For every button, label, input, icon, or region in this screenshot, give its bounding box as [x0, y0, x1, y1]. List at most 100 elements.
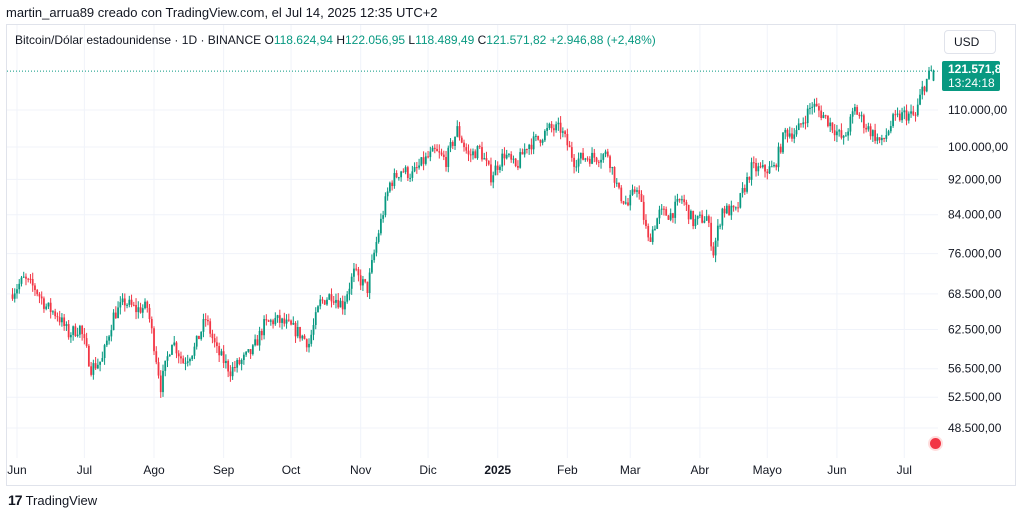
- candle-body: [13, 293, 16, 299]
- candle-body: [501, 153, 504, 167]
- candle-body: [681, 199, 683, 201]
- candle-body: [166, 356, 169, 361]
- candle-body: [141, 308, 144, 313]
- candle-body: [510, 154, 513, 160]
- candle-body: [16, 289, 18, 294]
- candle-body: [294, 322, 297, 337]
- candle-body: [52, 311, 54, 313]
- candle-body: [18, 283, 21, 290]
- candle-body: [692, 210, 695, 227]
- candle-body: [162, 370, 164, 393]
- candle-body: [930, 69, 933, 71]
- candle-body: [312, 325, 315, 335]
- candle-body: [200, 331, 203, 340]
- candle-body: [449, 142, 452, 148]
- candle-body: [844, 135, 847, 137]
- candle-body: [375, 241, 378, 253]
- symbol-name[interactable]: Bitcoin/Dólar estadounidense · 1D · BINA…: [15, 33, 262, 47]
- candle-body: [932, 71, 935, 81]
- y-tick-label: 52.500,00: [948, 390, 1002, 404]
- candle-body: [391, 182, 394, 187]
- candle-body: [159, 375, 162, 393]
- candle-body: [678, 198, 681, 201]
- candle-body: [472, 151, 474, 156]
- candle-body: [588, 158, 591, 164]
- candle-body: [658, 209, 661, 219]
- chart-panel[interactable]: [6, 24, 1016, 486]
- candle-body: [195, 335, 198, 347]
- candle-body: [550, 123, 553, 129]
- candle-body: [224, 360, 227, 364]
- candle-body: [463, 142, 465, 148]
- candle-body: [263, 319, 265, 336]
- x-tick-label: Mayo: [753, 463, 783, 477]
- candle-body: [487, 160, 490, 165]
- low-label: L: [408, 33, 416, 47]
- candle-body: [238, 359, 241, 365]
- candle-body: [31, 279, 34, 286]
- candle-body: [144, 301, 146, 309]
- candle-body: [344, 301, 346, 310]
- candle-body: [898, 113, 901, 121]
- candle-body: [532, 136, 535, 150]
- x-tick-label: Mar: [620, 463, 641, 477]
- low-value: 118.489,49: [415, 33, 475, 47]
- candle-body: [746, 176, 748, 192]
- candle-body: [674, 201, 677, 218]
- candle-body: [227, 360, 230, 372]
- candle-body: [233, 367, 236, 369]
- candle-body: [485, 158, 488, 161]
- currency-selector-button[interactable]: USD: [944, 30, 996, 54]
- candle-body: [903, 110, 906, 113]
- candle-body: [768, 166, 771, 174]
- candle-body: [63, 317, 66, 326]
- candle-body: [364, 279, 367, 282]
- candle-body: [108, 336, 110, 341]
- candle-body: [180, 356, 182, 359]
- candle-body: [869, 126, 872, 137]
- candle-body: [110, 330, 113, 337]
- candle-body: [211, 333, 214, 339]
- calendar-event-icon[interactable]: [928, 436, 943, 451]
- candle-body: [712, 246, 715, 256]
- candle-body: [105, 340, 108, 346]
- candle-body: [287, 319, 290, 321]
- candle-body: [622, 201, 625, 204]
- candle-body: [725, 205, 728, 214]
- candle-body: [880, 138, 883, 141]
- candle-body: [694, 218, 697, 227]
- candle-body: [618, 182, 620, 188]
- candle-body: [701, 214, 704, 223]
- candle-body: [795, 130, 798, 135]
- candle-body: [541, 140, 544, 143]
- candle-body: [499, 166, 501, 170]
- candle-body: [373, 252, 376, 261]
- candle-body: [72, 326, 75, 335]
- footer-brand[interactable]: 17 TradingView: [8, 492, 97, 508]
- candle-body: [330, 294, 333, 302]
- candle-body: [629, 194, 632, 206]
- candle-body: [860, 115, 863, 117]
- candle-body: [698, 214, 701, 216]
- candle-body: [67, 324, 70, 338]
- x-tick-label: Ago: [143, 463, 165, 477]
- candle-body: [54, 311, 57, 317]
- candle-body: [483, 158, 486, 160]
- chart-attribution: martin_arrua89 creado con TradingView.co…: [6, 5, 438, 20]
- y-tick-label: 48.500,00: [948, 421, 1002, 435]
- candle-body: [11, 294, 14, 299]
- candle-body: [117, 307, 119, 319]
- candle-body: [696, 215, 699, 219]
- candle-body: [757, 166, 760, 172]
- y-tick-label: 100.000,00: [948, 140, 1008, 154]
- candle-body: [164, 360, 167, 371]
- candle-body: [853, 107, 856, 112]
- candle-body: [260, 330, 263, 336]
- last-price-value: 121.571,82: [948, 62, 1009, 76]
- candle-body: [348, 288, 351, 295]
- candle-body: [299, 327, 301, 339]
- candle-body: [609, 156, 611, 169]
- candle-body: [797, 123, 800, 131]
- candle-body: [465, 147, 468, 151]
